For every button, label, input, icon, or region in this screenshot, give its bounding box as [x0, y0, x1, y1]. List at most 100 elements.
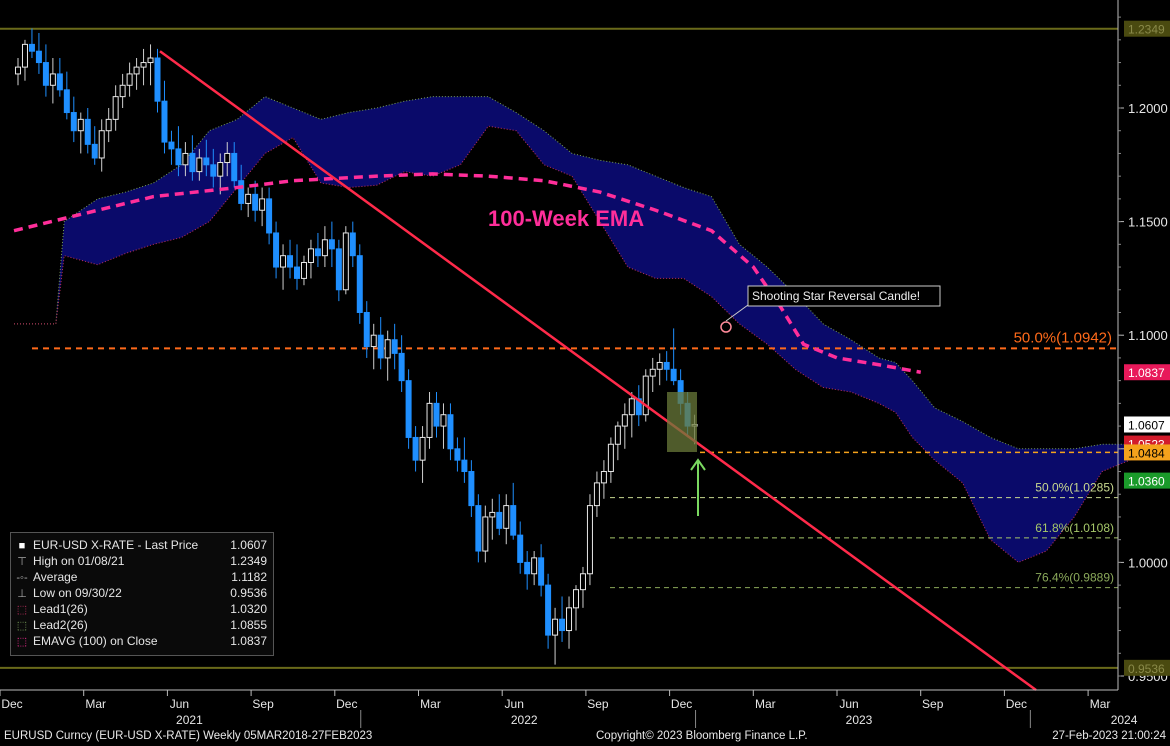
- square-icon: ■: [18, 540, 26, 552]
- candle-body: [370, 334, 377, 348]
- candle-body: [475, 505, 482, 552]
- candle-body: [63, 89, 70, 114]
- candle-body: [489, 511, 496, 518]
- candle-body: [84, 118, 91, 145]
- price-tag-box: [1124, 444, 1170, 461]
- downtrend-line: [159, 50, 1037, 692]
- legend-row-lead1: ⬚ Lead1(26) 1.0320: [15, 601, 267, 617]
- breakout-highlight-box: [667, 392, 697, 452]
- lead1-swatch-icon: ⬚: [16, 604, 28, 616]
- legend-row-lead2: ⬚ Lead2(26) 1.0855: [15, 617, 267, 633]
- ema-100-curve: [13, 172, 922, 374]
- price-tag-label: 0.9536: [1128, 662, 1165, 676]
- candle-body: [545, 584, 552, 636]
- candle-body: [252, 193, 259, 211]
- candle-body: [398, 352, 405, 382]
- legend-value: 1.1182: [231, 570, 267, 584]
- candle-body: [238, 180, 245, 204]
- candle-body: [384, 339, 391, 359]
- candle-body: [524, 561, 531, 575]
- candle-body: [147, 57, 154, 64]
- candle-body: [56, 73, 63, 91]
- candle-body: [300, 261, 307, 279]
- annotations: Shooting Star Reversal Candle!: [667, 285, 941, 516]
- candle-body: [182, 152, 189, 166]
- price-tag-label: 1.2349: [1128, 23, 1165, 37]
- price-tag-box: [1124, 659, 1170, 676]
- lead2-line: [14, 96, 1130, 450]
- candle-body: [663, 361, 670, 370]
- price-tag-label: 1.0837: [1128, 366, 1165, 380]
- candle-body: [203, 157, 210, 166]
- candle-body: [649, 368, 656, 377]
- horizontal-levels: 50.0%(1.0942) 50.0%(1.0285) 61.8%(1.0108) 7…: [0, 27, 1118, 669]
- candle-body: [112, 96, 119, 120]
- x-tick-label: Dec: [1, 697, 22, 711]
- x-tick-label: Jun: [839, 697, 858, 711]
- legend-value: 1.2349: [230, 554, 267, 568]
- x-tick-label: Mar: [755, 697, 776, 711]
- candle-body: [538, 557, 545, 586]
- candle-body: [21, 43, 28, 68]
- legend-row-low: ⊥ Low on 09/30/22 0.9536: [15, 585, 267, 601]
- x-tick-label: Dec: [336, 697, 357, 711]
- candle-body: [273, 232, 280, 268]
- candle-body: [161, 100, 168, 143]
- candle-body: [510, 505, 517, 536]
- price-tag-box: [1124, 20, 1170, 37]
- price-tag-box: [1124, 416, 1170, 433]
- candle-body: [98, 130, 105, 159]
- candle-body: [377, 334, 384, 359]
- candle-body: [503, 505, 510, 529]
- candle-body: [482, 516, 489, 552]
- callout-box: [747, 285, 941, 307]
- candle-body: [119, 84, 126, 98]
- candle-body: [517, 534, 524, 563]
- candle-body: [189, 152, 196, 173]
- fib-level-label: 50.0%(1.0285): [1035, 481, 1114, 495]
- candle-body: [287, 255, 294, 268]
- x-tick-label: Sep: [587, 697, 609, 711]
- x-tick-label: Sep: [252, 697, 274, 711]
- candle-body: [614, 425, 621, 445]
- candle-body: [133, 66, 140, 75]
- footer-copyright: Copyright© 2023 Bloomberg Finance L.P.: [596, 730, 808, 742]
- x-tick-label: Mar: [85, 697, 106, 711]
- candle-body: [335, 248, 342, 291]
- x-tick-label: Mar: [1090, 697, 1111, 711]
- chart-legend: ■ EUR-USD X-RATE - Last Price 1.0607 ⊤ H…: [10, 532, 274, 656]
- candle-body: [266, 198, 273, 234]
- candle-body: [426, 402, 433, 438]
- candle-body: [440, 414, 447, 427]
- candle-body: [642, 375, 649, 416]
- candle-body: [280, 255, 287, 268]
- price-tag-label: 1.0484: [1128, 446, 1165, 460]
- candle-body: [586, 505, 593, 575]
- legend-label: EMAVG (100) on Close: [33, 634, 158, 648]
- candle-body: [231, 152, 238, 182]
- candle-body: [621, 414, 628, 427]
- legend-label: Low on 09/30/22: [33, 586, 122, 600]
- candle-body: [321, 239, 328, 257]
- candle-body: [600, 471, 607, 484]
- price-tag-label: 1.0607: [1128, 418, 1165, 432]
- legend-value: 1.0837: [230, 634, 267, 648]
- candle-body: [307, 248, 314, 263]
- candle-body: [412, 436, 419, 461]
- candle-body: [105, 118, 112, 132]
- price-tag-box: [1124, 364, 1170, 381]
- candle-body: [391, 339, 398, 354]
- candle-body: [224, 152, 231, 164]
- callout-text: Shooting Star Reversal Candle!: [752, 289, 920, 303]
- candle-body: [454, 448, 461, 461]
- price-tag-box: [1124, 472, 1170, 489]
- low-marker-icon: ⊥: [17, 588, 27, 600]
- legend-row-high: ⊤ High on 01/08/21 1.2349: [15, 553, 267, 569]
- y-tick-label: 1.1500: [1128, 215, 1168, 230]
- candle-body: [35, 50, 42, 64]
- candle-body: [140, 62, 147, 68]
- lead2-swatch-icon: ⬚: [16, 620, 28, 632]
- candle-body: [552, 618, 559, 636]
- candle-body: [154, 57, 161, 102]
